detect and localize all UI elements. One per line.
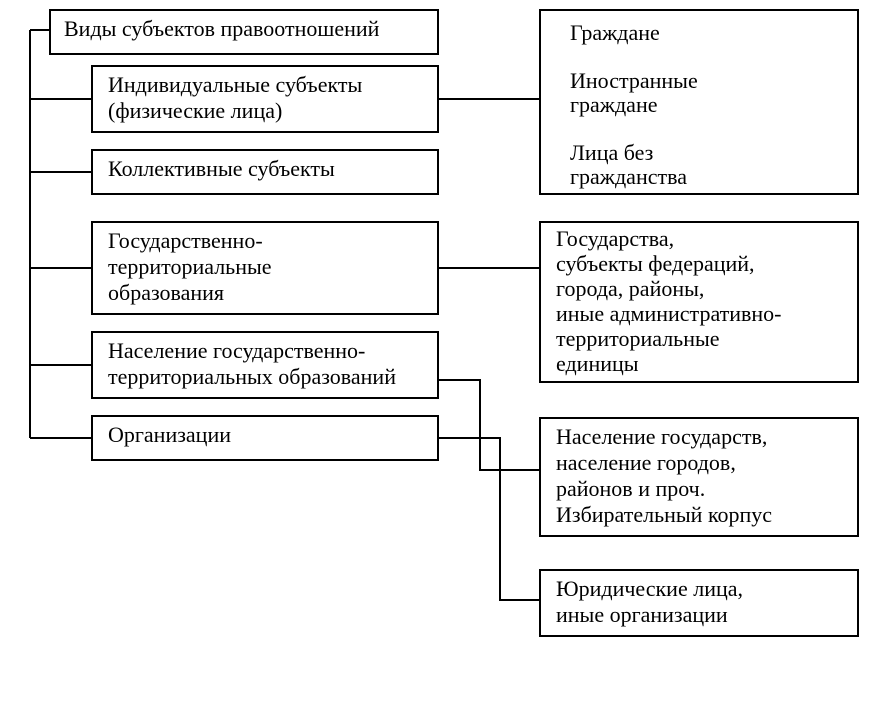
node-coll-label: Коллективные субъекты (108, 156, 335, 181)
node-rorg-label: Юридические лица,иные организации (556, 576, 743, 627)
node-gto: Государственно-территориальныеобразовани… (92, 222, 438, 314)
node-root-label: Виды субъектов правоотношений (64, 16, 380, 41)
node-rgto: Государства,субъекты федераций,города, р… (540, 222, 858, 382)
node-pop: Население государственно-территориальных… (92, 332, 438, 398)
node-rcit: Граждане Иностранныеграждане Лица безгра… (540, 10, 858, 194)
node-rpop: Население государств,население городов,р… (540, 418, 858, 536)
node-root: Виды субъектов правоотношений (50, 10, 438, 54)
connector-pop-rpop (438, 380, 540, 470)
connector-org-rorg (438, 438, 540, 600)
node-org-label: Организации (108, 422, 231, 447)
node-pop-label: Население государственно-территориальных… (108, 338, 396, 389)
node-org: Организации (92, 416, 438, 460)
node-ind: Индивидуальные субъекты(физические лица) (92, 66, 438, 132)
hierarchy-diagram: Виды субъектов правоотношений Индивидуаль… (0, 0, 888, 726)
node-rorg: Юридические лица,иные организации (540, 570, 858, 636)
node-coll: Коллективные субъекты (92, 150, 438, 194)
